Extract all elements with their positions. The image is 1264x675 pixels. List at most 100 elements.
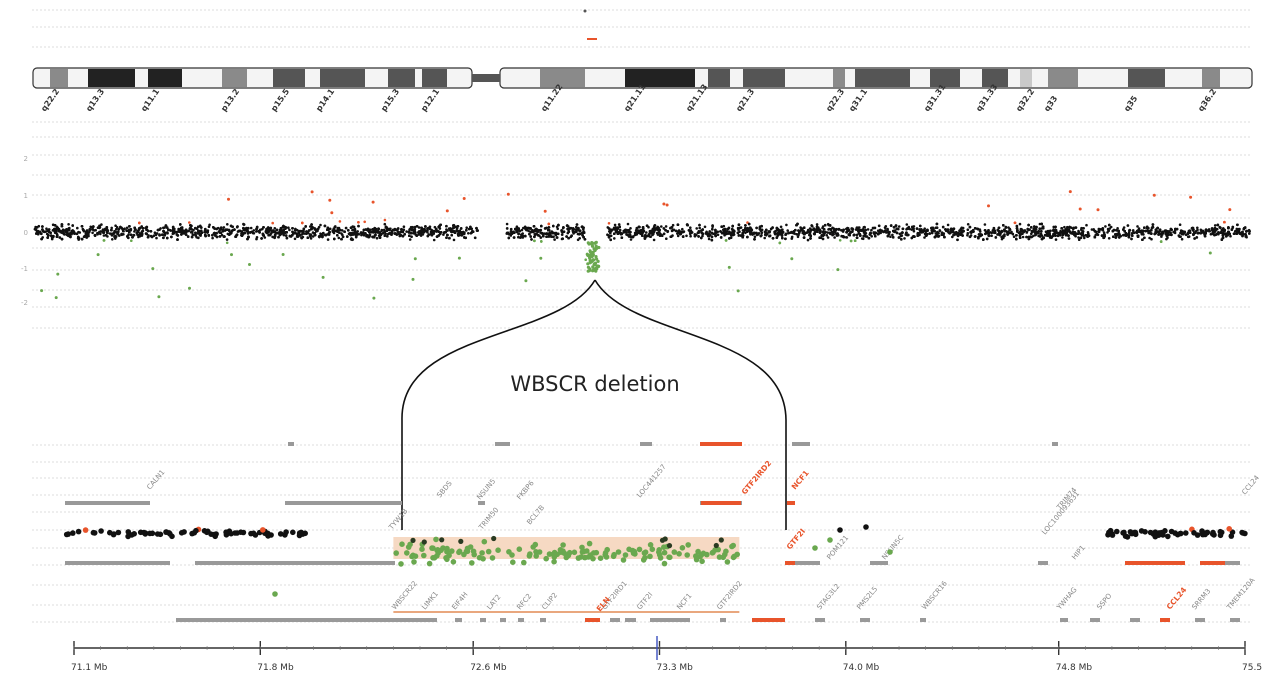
genome-point [935,234,939,237]
genome-point [1131,234,1134,237]
genome-point [1132,231,1136,235]
genome-point [582,226,585,229]
genome-point [780,234,784,237]
genome-point [114,224,117,227]
genome-point [326,238,330,241]
genome-point [1002,236,1005,239]
genome-point [235,233,239,236]
genome-point [710,231,714,235]
genome-point [952,233,955,237]
genome-point [987,233,990,237]
genome-point [1004,225,1008,229]
genome-point [49,234,53,237]
genome-point [373,226,377,230]
genome-point [565,224,569,227]
genome-point [845,227,848,231]
genome-point [707,237,711,241]
genome-point [650,230,653,233]
genome-point [760,224,763,228]
genome-point [60,237,64,241]
genome-point [822,228,826,231]
genome-point [458,229,462,233]
genome-point [357,224,360,228]
genome-point [1170,228,1173,232]
genome-point [1204,229,1208,232]
genome-point [862,226,866,229]
genome-point [273,235,277,238]
genome-point [629,227,632,230]
genome-point [714,228,717,232]
genome-point [332,227,336,231]
ideogram-band [148,69,182,87]
genome-point [421,230,425,233]
chromosome-ideogram [32,67,1253,89]
genome-point [911,225,914,229]
genome-point [111,232,115,236]
genome-point [774,232,777,236]
genome-point [188,221,191,224]
genome-point [84,230,88,234]
genome-point [806,238,810,242]
genome-point [940,233,944,236]
genome-point [180,233,183,236]
genome-point [515,225,519,228]
genome-point [1136,225,1139,228]
genome-point [269,226,273,230]
genome-point [1159,240,1163,243]
genome-point [35,232,38,235]
genome-point [361,231,365,234]
genome-point [40,232,43,236]
genome-point [870,228,873,232]
genome-point [758,227,762,231]
genome-point [829,228,832,231]
genome-point [716,233,720,237]
band-label: p15.5 [269,87,291,113]
genome-point [465,229,468,232]
genome-point [1067,237,1071,240]
genome-point [537,229,541,232]
genome-point [1063,225,1066,229]
genome-point [1122,233,1125,237]
genome-point [552,231,555,235]
genome-point [517,235,520,239]
genome-point [117,230,120,233]
genome-point [723,230,727,234]
genome-point [110,228,113,232]
genome-point [284,234,288,237]
genome-point [306,236,310,239]
genome-point [760,228,764,232]
genome-point [1040,222,1043,226]
genome-point [1147,226,1150,230]
ideogram-band [540,69,585,87]
genome-point [1077,238,1081,241]
genome-point [132,233,136,237]
genome-point [326,228,329,231]
genome-point [291,227,294,230]
genome-point [1244,233,1247,236]
genome-point [386,235,389,238]
genome-point [662,227,666,230]
genome-point [146,229,150,233]
genome-point [435,227,438,231]
genome-point [191,233,195,237]
ideogram-band [708,69,730,87]
genome-point [49,231,52,234]
genome-point [176,238,179,241]
genome-point [1011,232,1015,236]
genome-point [282,228,286,232]
genome-point [184,233,188,236]
genome-point [328,230,331,234]
genome-point [1084,234,1088,237]
genome-point [946,228,950,231]
genome-point [140,230,144,233]
genome-point [739,234,743,237]
genome-point [560,233,564,236]
genome-point [980,233,984,237]
genome-point [321,235,324,239]
genome-point [222,226,226,229]
genome-point [923,236,926,239]
genome-point [901,227,905,231]
genome-point [755,233,759,237]
genome-point [749,231,752,234]
genome-point [249,231,252,234]
